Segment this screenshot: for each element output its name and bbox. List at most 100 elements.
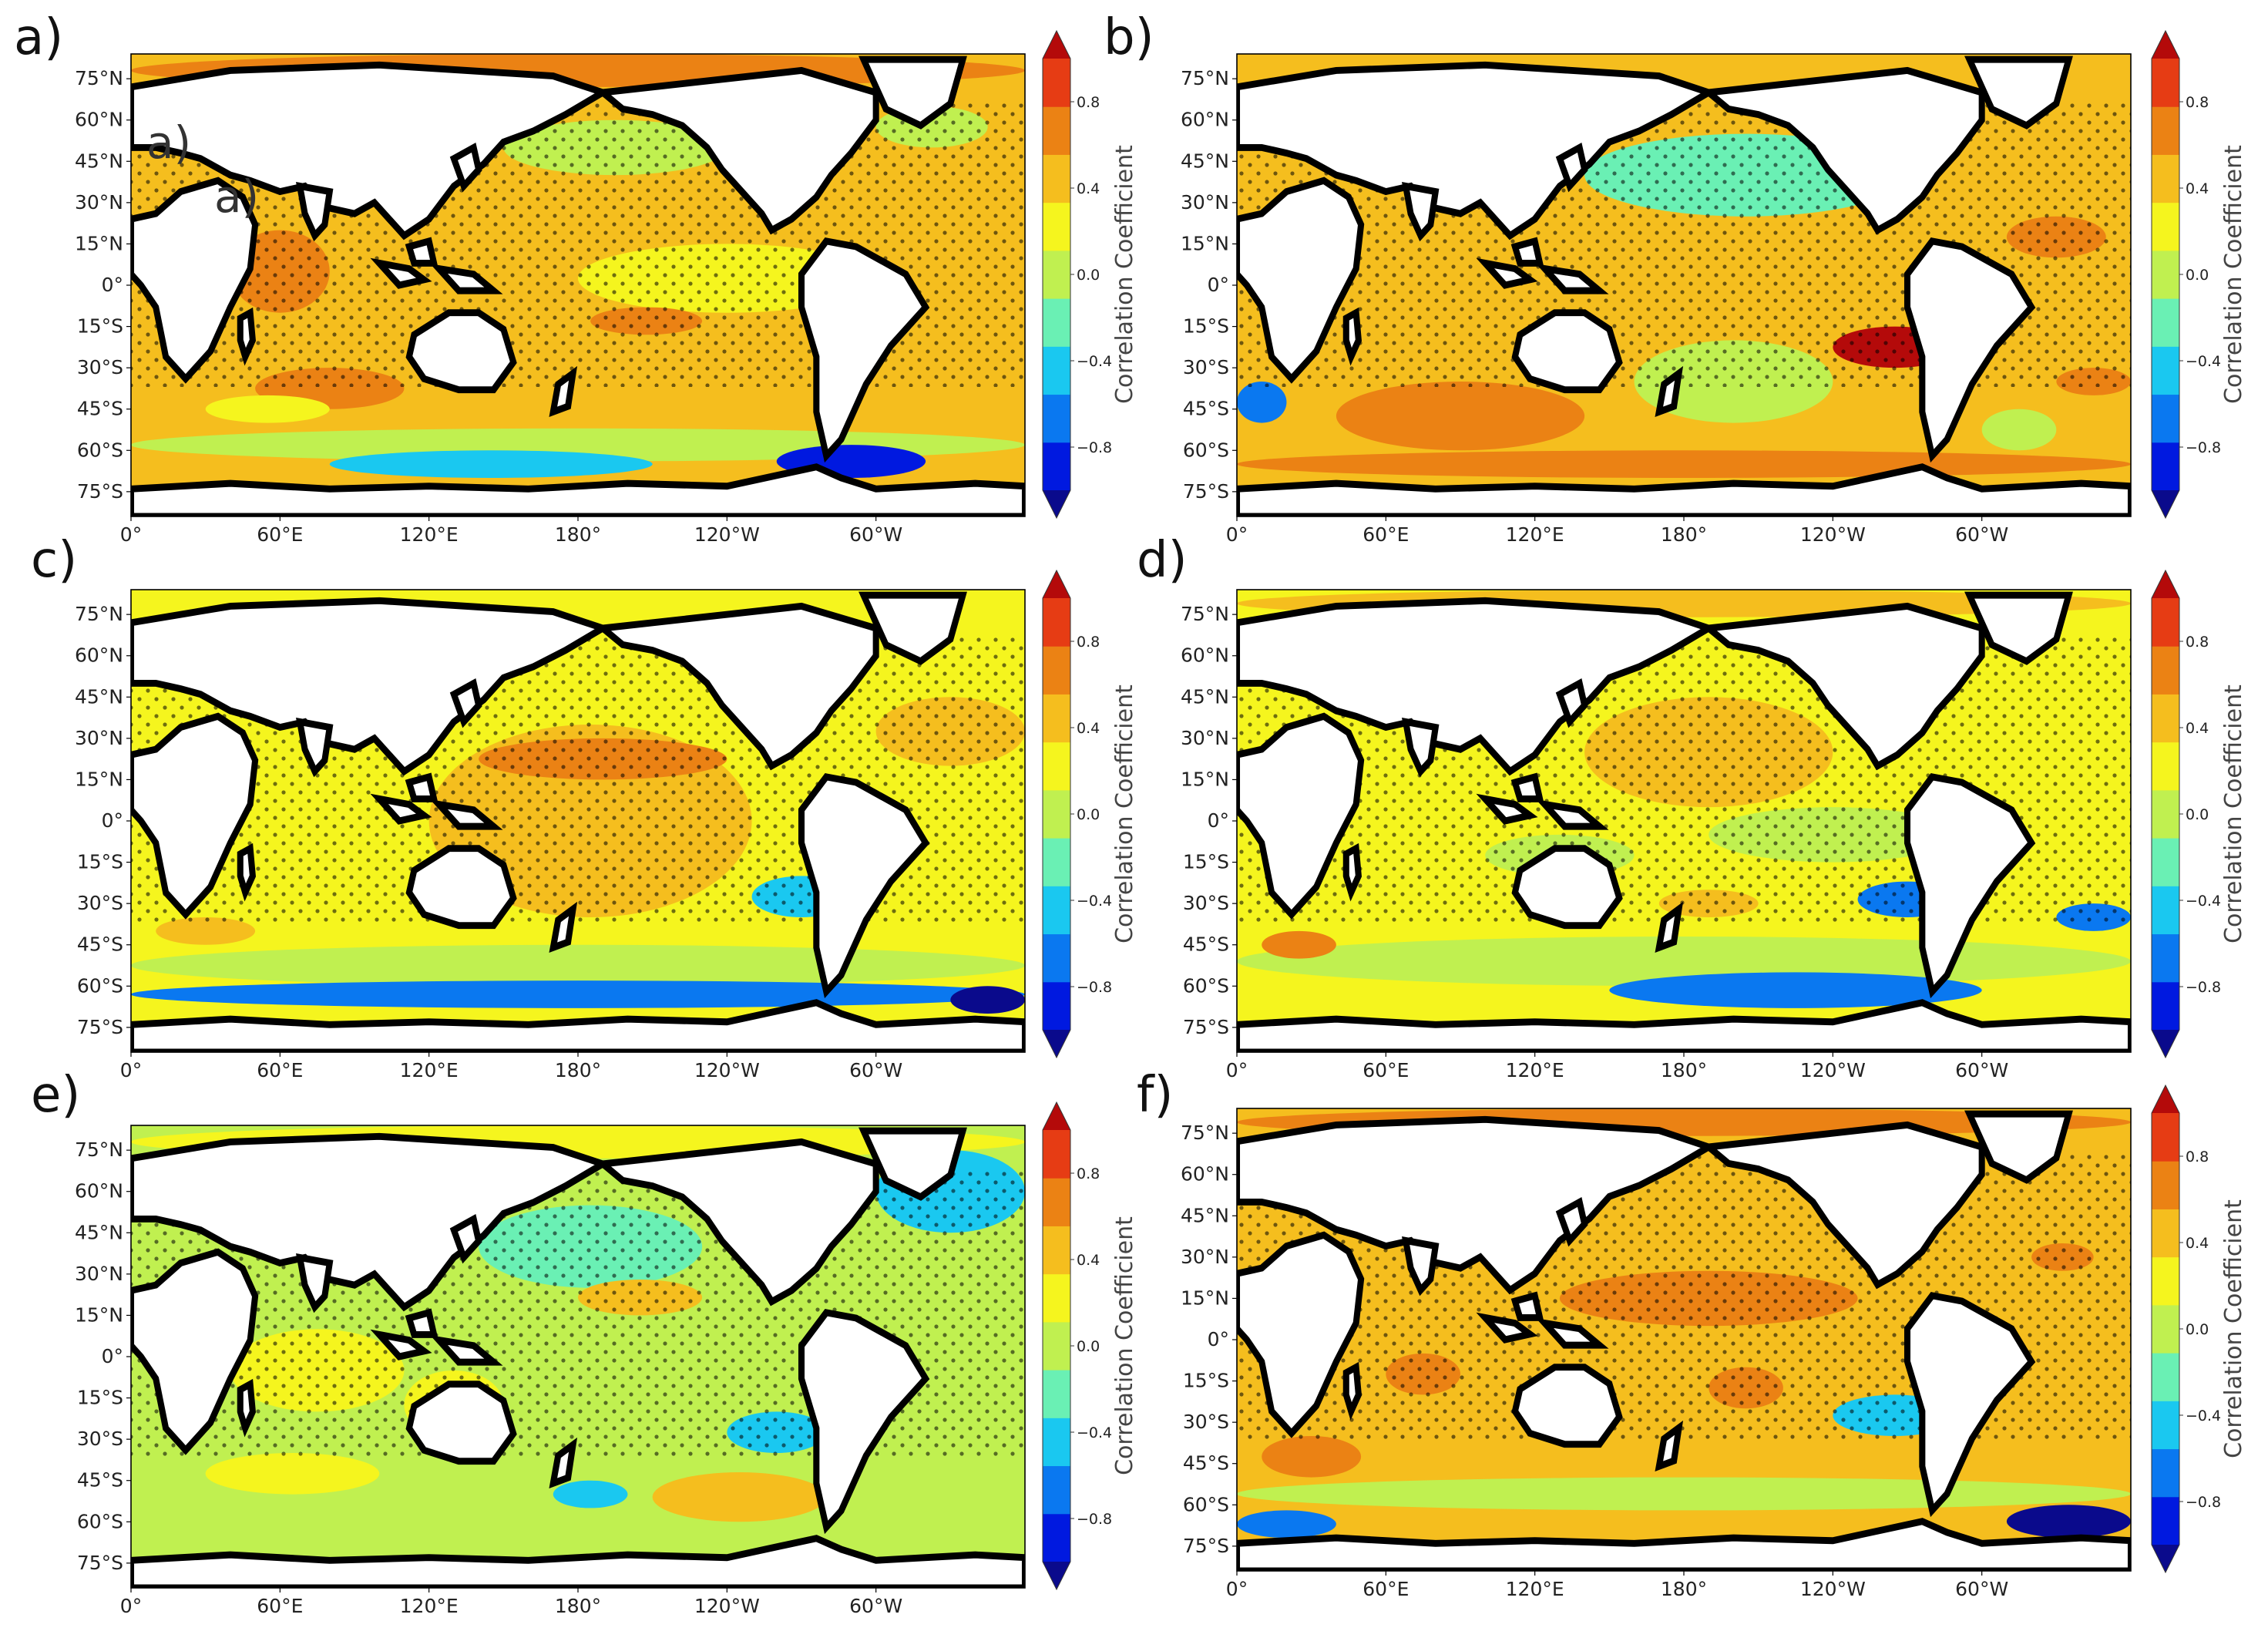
y-tick-label: 15°N xyxy=(75,1303,123,1326)
y-tick-label: 15°N xyxy=(75,232,123,254)
y-tick-label: 60°S xyxy=(1183,1493,1229,1515)
colorbar-segment xyxy=(1043,1465,1070,1515)
y-tick-label: 45°S xyxy=(1183,1452,1229,1475)
correlation-region xyxy=(1237,937,2131,987)
x-tick-label: 60°W xyxy=(849,1059,902,1081)
y-tick-label: 15°N xyxy=(1181,232,1229,254)
colorbar-segment xyxy=(2152,1496,2179,1545)
x-tick-label: 180° xyxy=(555,1059,601,1081)
colorbar-segment xyxy=(2152,1113,2179,1162)
colorbar-tick-label: −0.8 xyxy=(1077,979,1112,996)
y-tick-label: 0° xyxy=(102,274,123,296)
panel-label: c) xyxy=(31,532,77,589)
colorbar-segment xyxy=(1043,838,1070,886)
colorbar-segment xyxy=(2152,646,2179,695)
map-panel-e: 75°N 60°N 45°N 30°N 15°N 0° 15°S 30°S 45°S 60°S 75… xyxy=(31,1067,1138,1617)
colorbar-segment xyxy=(1043,742,1070,791)
y-tick-label: 30°S xyxy=(77,892,123,914)
y-tick-label: 75°S xyxy=(1183,480,1229,503)
y-tick-label: 0° xyxy=(102,809,123,832)
y-tick-label: 60°S xyxy=(1183,974,1229,997)
colorbar-segment xyxy=(1043,646,1070,695)
colorbar-extend-min xyxy=(2152,490,2179,518)
y-tick-label: 45°N xyxy=(1181,1204,1229,1226)
colorbar-segment xyxy=(2152,838,2179,886)
colorbar-label: Correlation Coefficient xyxy=(2220,684,2247,943)
colorbar-segment xyxy=(2152,298,2179,347)
y-tick-label: 15°S xyxy=(1183,1370,1229,1392)
y-tick-label: 75°S xyxy=(77,1552,123,1574)
correlation-region xyxy=(1981,409,2057,451)
colorbar-tick-label: 0.4 xyxy=(1077,720,1100,737)
correlation-region xyxy=(156,917,256,945)
y-tick-label: 45°N xyxy=(75,685,123,708)
colorbar-segment xyxy=(2152,1401,2179,1450)
colorbar-segment xyxy=(2152,1209,2179,1258)
y-tick-label: 45°S xyxy=(1183,398,1229,420)
colorbar-segment xyxy=(1043,1130,1070,1179)
colorbar-segment xyxy=(1043,394,1070,443)
colorbar-tick-label: −0.8 xyxy=(2186,439,2221,456)
y-tick-label: 75°N xyxy=(75,67,123,89)
y-tick-label: 30°N xyxy=(75,191,123,214)
colorbar-segment xyxy=(1043,886,1070,935)
y-tick-label: 30°S xyxy=(77,1428,123,1450)
colorbar-tick-label: −0.4 xyxy=(1077,1424,1112,1441)
map-field xyxy=(1237,54,2131,516)
map-field xyxy=(1237,590,2131,1052)
y-tick-label: 75°N xyxy=(1181,1122,1229,1144)
colorbar-segment xyxy=(1043,59,1070,107)
colorbar-segment xyxy=(2152,1256,2179,1306)
y-tick-label: 75°N xyxy=(1181,603,1229,625)
panel-label: a) xyxy=(14,9,63,66)
colorbar-tick-label: 0.0 xyxy=(1077,806,1100,823)
colorbar-segment xyxy=(2152,1353,2179,1401)
y-tick-label: 75°N xyxy=(75,603,123,625)
correlation-region xyxy=(205,1453,380,1495)
x-tick-label: 120°E xyxy=(400,1595,459,1617)
colorbar-outline xyxy=(1042,1101,1071,1591)
x-tick-label: 120°W xyxy=(694,523,760,546)
colorbar-segment xyxy=(1043,442,1070,491)
x-tick-label: 60°W xyxy=(849,523,902,546)
colorbar-tick-label: −0.8 xyxy=(2186,979,2221,996)
x-tick-label: 60°E xyxy=(257,1595,303,1617)
colorbar-tick-label: −0.4 xyxy=(2186,893,2221,910)
map-panel-f: 75°N 60°N 45°N 30°N 15°N 0° 15°S 30°S 45°S 60°S 75… xyxy=(1137,1067,2247,1600)
colorbar-extend-min xyxy=(1043,490,1070,518)
colorbar-tick-label: 0.4 xyxy=(2186,720,2209,737)
y-tick-label: 60°S xyxy=(77,1510,123,1532)
x-tick-label: 0° xyxy=(1226,1059,1248,1081)
x-tick-label: 180° xyxy=(1661,1059,1707,1081)
panel-label: d) xyxy=(1137,532,1188,589)
x-tick-label: 60°E xyxy=(1362,1578,1409,1600)
y-tick-label: 0° xyxy=(1208,809,1229,832)
colorbar-label: Correlation Coefficient xyxy=(1111,145,1138,404)
colorbar-segment xyxy=(2152,346,2179,395)
y-tick-label: 60°N xyxy=(75,109,123,131)
y-tick-label: 15°N xyxy=(1181,768,1229,790)
panel-label: f) xyxy=(1137,1067,1174,1124)
colorbar-tick-label: 0.4 xyxy=(2186,1235,2209,1252)
colorbar-tick-label: 0.4 xyxy=(2186,180,2209,197)
y-tick-label: 75°N xyxy=(75,1138,123,1161)
colorbar-segment xyxy=(1043,1513,1070,1562)
x-tick-label: 60°W xyxy=(1955,1059,2008,1081)
panel-label: e) xyxy=(31,1067,80,1124)
colorbar-segment xyxy=(2152,598,2179,647)
x-tick-label: 0° xyxy=(120,1595,142,1617)
map-panel-c: 75°N 60°N 45°N 30°N 15°N 0° 15°S 30°S 45°S 60°S 75… xyxy=(31,532,1138,1081)
y-tick-label: 0° xyxy=(1208,274,1229,296)
correlation-region xyxy=(1336,382,1585,451)
y-tick-label: 30°N xyxy=(75,727,123,749)
x-tick-label: 0° xyxy=(1226,1578,1248,1600)
y-tick-label: 15°S xyxy=(77,315,123,338)
y-tick-label: 60°S xyxy=(77,439,123,461)
panel-label: b) xyxy=(1104,9,1154,66)
y-tick-label: 45°N xyxy=(75,150,123,172)
colorbar: 0.8 0.4 0.0 −0.4 −0.8 Correlation Coefficient xyxy=(2151,29,2247,520)
y-tick-label: 60°N xyxy=(1181,109,1229,131)
colorbar-extend-min xyxy=(1043,1030,1070,1058)
colorbar-segment xyxy=(2152,202,2179,251)
y-tick-label: 60°S xyxy=(77,974,123,997)
